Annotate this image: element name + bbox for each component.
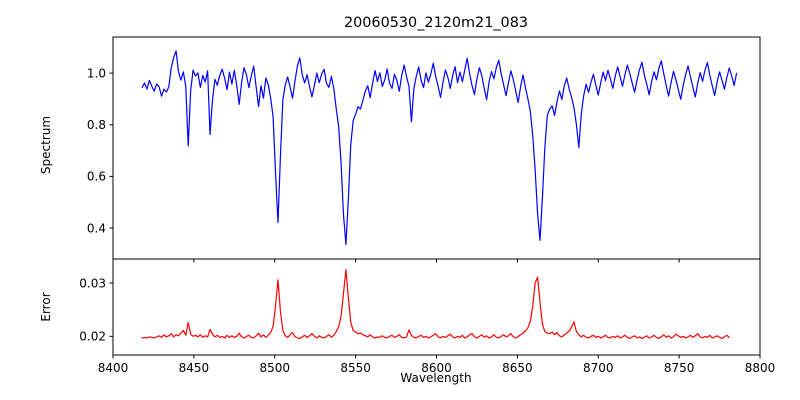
x-tick-label: 8700: [583, 361, 614, 375]
x-tick-label: 8800: [745, 361, 776, 375]
error-y-axis-label: Error: [39, 292, 53, 321]
figure-title: 20060530_2120m21_083: [344, 15, 528, 31]
spectrum-y-axis-label: Spectrum: [39, 116, 53, 174]
error-y-tick-label: 0.02: [79, 330, 106, 344]
x-tick-label: 8650: [502, 361, 533, 375]
spectrum-panel: Spectrum 0.4 0.6 0.8 1.0: [39, 36, 761, 263]
x-tick-label: 8450: [179, 361, 210, 375]
error-y-tick-label: 0.03: [79, 276, 106, 290]
error-y-ticks: 0.02 0.03: [79, 276, 113, 344]
error-x-ticks: 8400 8450 8500 8550 8600 8650 8700 8750 8800: [98, 355, 776, 375]
spectrum-y-ticks: 0.4 0.6 0.8 1.0: [87, 66, 113, 235]
error-axes-frame: [112, 258, 761, 356]
spectrum-x-ticks: [112, 259, 761, 263]
spectrum-y-tick-label: 1.0: [87, 66, 106, 80]
x-tick-label: 8500: [259, 361, 290, 375]
spectrum-y-tick-label: 0.4: [87, 221, 106, 235]
spectrum-y-tick-label: 0.8: [87, 118, 106, 132]
x-tick-label: 8550: [340, 361, 371, 375]
x-tick-label: 8400: [98, 361, 129, 375]
x-tick-label: 8600: [421, 361, 452, 375]
error-panel: Error 0.020.03 8400 8450 8500 8550 8600 8650 8…: [39, 258, 776, 375]
x-axis-label: Wavelength: [400, 371, 471, 385]
spectrum-y-tick-label: 0.6: [87, 170, 106, 184]
x-tick-label: 8750: [664, 361, 695, 375]
error-data-line: [141, 269, 730, 340]
spectrum-data-line: [141, 50, 738, 246]
